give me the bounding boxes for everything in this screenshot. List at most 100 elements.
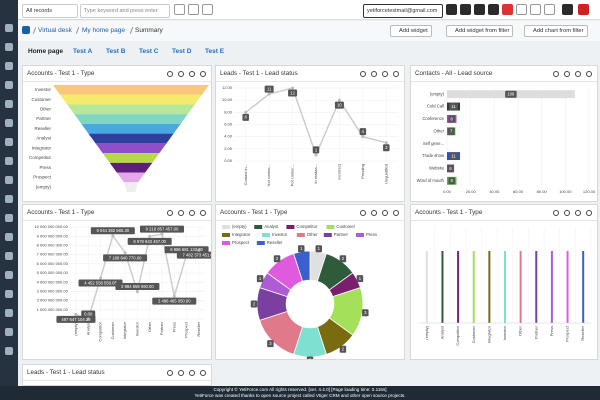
legend-swatch bbox=[296, 233, 305, 237]
category-label: Website bbox=[429, 166, 445, 171]
widget-icon[interactable] bbox=[393, 210, 399, 216]
value-label-box bbox=[505, 90, 517, 98]
widget-icon[interactable] bbox=[586, 71, 592, 77]
widget-icon[interactable] bbox=[200, 370, 206, 376]
bar bbox=[472, 251, 475, 323]
sidebar-icon[interactable] bbox=[5, 328, 13, 336]
sidebar-icon[interactable] bbox=[5, 195, 13, 203]
sidebar-icon[interactable] bbox=[5, 81, 13, 89]
widget-icon[interactable] bbox=[564, 210, 570, 216]
logout[interactable] bbox=[578, 4, 589, 15]
breadcrumb[interactable]: Virtual desk bbox=[38, 27, 72, 34]
widget-icon[interactable] bbox=[200, 71, 206, 77]
doughnut-segment bbox=[293, 250, 311, 282]
widget-icon[interactable] bbox=[167, 210, 173, 216]
home-icon[interactable] bbox=[22, 26, 30, 34]
icon[interactable] bbox=[516, 4, 527, 15]
chart: Investor Customer Other Partner Reseller Anal… bbox=[29, 85, 209, 192]
records-select[interactable]: All records bbox=[22, 4, 78, 18]
breadcrumb[interactable]: My home page bbox=[82, 27, 125, 34]
x-tick-label: Pot contac... bbox=[290, 164, 295, 186]
sidebar-icon[interactable] bbox=[5, 119, 13, 127]
widget-icon[interactable] bbox=[189, 71, 195, 77]
icon[interactable] bbox=[544, 4, 555, 15]
icon[interactable] bbox=[460, 4, 471, 15]
widget-icon[interactable] bbox=[553, 71, 559, 77]
widget-icon[interactable] bbox=[200, 210, 206, 216]
widget-icon[interactable] bbox=[360, 210, 366, 216]
notifications[interactable] bbox=[502, 4, 513, 15]
tab[interactable]: Test A bbox=[73, 48, 93, 55]
widget: Accounts - Test 1 - Type (empty) Analyst Co… bbox=[410, 204, 598, 360]
widget-icon[interactable] bbox=[382, 71, 388, 77]
sidebar-icon[interactable] bbox=[5, 214, 13, 222]
icon[interactable] bbox=[488, 4, 499, 15]
tab[interactable]: Home page bbox=[28, 48, 64, 55]
email-button[interactable]: yetiforcetestmail@gmail.com bbox=[363, 4, 443, 18]
sidebar-icon[interactable] bbox=[5, 157, 13, 165]
widget-icon[interactable] bbox=[553, 210, 559, 216]
widget-header: Leads - Test 1 - Lead status bbox=[23, 365, 211, 381]
widget-icon[interactable] bbox=[575, 210, 581, 216]
icon[interactable] bbox=[474, 4, 485, 15]
widget-icon[interactable] bbox=[564, 71, 570, 77]
legend-label: Reseller bbox=[267, 240, 283, 245]
sidebar-icon[interactable] bbox=[5, 100, 13, 108]
value-label: 11 bbox=[451, 104, 456, 109]
icon[interactable] bbox=[530, 4, 541, 15]
settings[interactable] bbox=[562, 4, 573, 15]
sidebar-icon[interactable] bbox=[5, 24, 13, 32]
widget-icon[interactable] bbox=[178, 370, 184, 376]
sidebar-icon[interactable] bbox=[5, 43, 13, 51]
add-widget-filter[interactable]: Add widget from filter bbox=[446, 25, 514, 37]
point bbox=[148, 234, 152, 238]
tab[interactable]: Test C bbox=[139, 48, 159, 55]
widget-icon[interactable] bbox=[371, 210, 377, 216]
sidebar-icon[interactable] bbox=[5, 233, 13, 241]
search-input[interactable]: Type keyword and press enter bbox=[80, 4, 170, 18]
sidebar-icon[interactable] bbox=[5, 309, 13, 317]
sidebar-icon[interactable] bbox=[5, 252, 13, 260]
sidebar-icon[interactable] bbox=[5, 176, 13, 184]
sidebar-icon[interactable] bbox=[5, 290, 13, 298]
x-tick-label: 40.00 bbox=[489, 189, 500, 194]
value-label: 12 bbox=[290, 90, 295, 95]
menu-button[interactable] bbox=[202, 4, 213, 15]
widget-icon[interactable] bbox=[178, 210, 184, 216]
widget-icon[interactable] bbox=[167, 370, 173, 376]
value-label-box bbox=[273, 255, 281, 263]
chart: 0.00 1 000 000 000.00 2 000 000 000.00 3 00… bbox=[34, 224, 211, 342]
widget-title: Accounts - Test 1 - Type bbox=[27, 70, 95, 77]
widget-icon[interactable] bbox=[189, 370, 195, 376]
search-button[interactable] bbox=[174, 4, 185, 15]
advanced-search[interactable] bbox=[188, 4, 199, 15]
sidebar-icon[interactable] bbox=[5, 62, 13, 70]
sidebar-icon[interactable] bbox=[5, 271, 13, 279]
separator bbox=[75, 27, 80, 34]
widget-icon[interactable] bbox=[360, 71, 366, 77]
tab[interactable]: Test D bbox=[172, 48, 192, 55]
value-label-box bbox=[139, 225, 184, 233]
category-label: (empty) bbox=[430, 91, 445, 96]
value-label-box bbox=[103, 254, 148, 262]
widget-icon[interactable] bbox=[189, 210, 195, 216]
x-tick-label: 80.00 bbox=[537, 189, 548, 194]
add-widget[interactable]: Add widget bbox=[390, 25, 432, 37]
widget-icon[interactable] bbox=[393, 71, 399, 77]
tab[interactable]: Test E bbox=[205, 48, 225, 55]
value-label: 7 188 640 770.00 bbox=[109, 255, 142, 260]
widget-icon[interactable] bbox=[178, 71, 184, 77]
tab[interactable]: Test B bbox=[106, 48, 126, 55]
widget-icon[interactable] bbox=[575, 71, 581, 77]
icon[interactable] bbox=[446, 4, 457, 15]
widget-icon[interactable] bbox=[167, 71, 173, 77]
sidebar-icon[interactable] bbox=[5, 347, 13, 355]
widget-icon[interactable] bbox=[371, 71, 377, 77]
value-label-box bbox=[90, 227, 135, 235]
widget-header: Accounts - Test 1 - Type bbox=[411, 205, 597, 221]
add-chart-filter[interactable]: Add chart from filter bbox=[524, 25, 588, 37]
value-label: 1 bbox=[359, 276, 362, 281]
widget-icon[interactable] bbox=[586, 210, 592, 216]
widget-icon[interactable] bbox=[382, 210, 388, 216]
sidebar-icon[interactable] bbox=[5, 138, 13, 146]
